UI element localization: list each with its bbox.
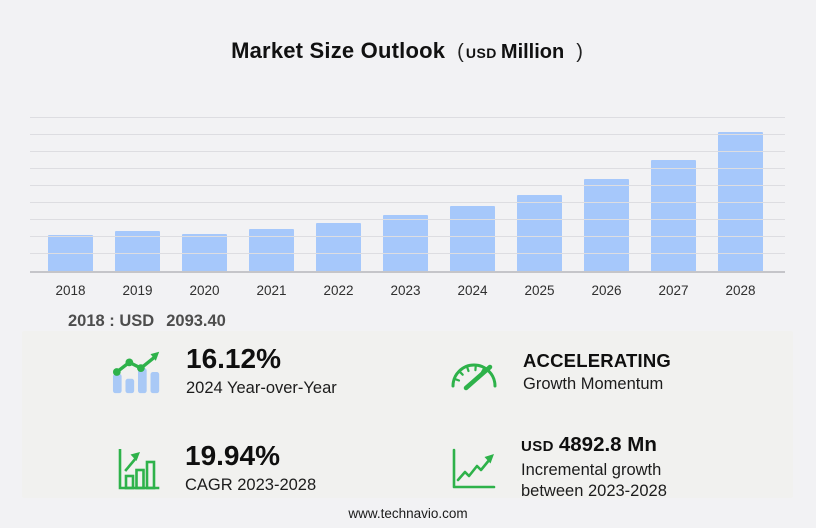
footer: www.technavio.com	[0, 506, 816, 521]
gridline	[30, 117, 785, 118]
line-chart-arrow-icon	[451, 448, 497, 495]
incremental-value: USD 4892.8 Mn	[521, 433, 706, 457]
base-year-value: 2093.40	[166, 312, 226, 330]
incremental-label: Incremental growth between 2023-2028	[521, 460, 667, 500]
website-url: www.technavio.com	[348, 506, 468, 521]
cagr-label: CAGR 2023-2028	[185, 475, 317, 494]
unit-label: Million	[500, 41, 565, 63]
gridline	[30, 236, 785, 237]
gridline	[30, 185, 785, 186]
bar-series	[30, 103, 785, 271]
x-tick-2025: 2025	[524, 283, 555, 298]
gridline	[30, 151, 785, 152]
close-paren: )	[576, 41, 583, 63]
open-paren: (	[457, 41, 464, 63]
gridline	[30, 219, 785, 220]
stat-momentum: ACCELERATING Growth Momentum	[449, 350, 671, 401]
incremental-amount: 4892.8 Mn	[558, 433, 657, 456]
bar-2023	[383, 215, 428, 271]
x-tick-2023: 2023	[390, 283, 421, 298]
bar-2025	[517, 194, 562, 271]
gridline	[30, 253, 785, 254]
momentum-label: Growth Momentum	[523, 375, 664, 394]
bar-2024	[450, 206, 495, 271]
x-tick-2021: 2021	[256, 283, 287, 298]
x-tick-2020: 2020	[189, 283, 220, 298]
bar-2027	[651, 159, 696, 271]
bar-chart-growth-icon	[117, 448, 161, 496]
bar-2020	[182, 233, 227, 271]
x-tick-2027: 2027	[658, 283, 689, 298]
incremental-currency: USD	[521, 438, 554, 455]
base-year-value-label: 2018 : USD 2093.40	[68, 312, 226, 331]
stat-incremental-growth: USD 4892.8 Mn Incremental growth between …	[451, 433, 706, 502]
momentum-value: ACCELERATING	[523, 350, 671, 371]
x-axis-labels: 2018 2019 2020 2021 2022 2023 2024 2025 2026 2027…	[30, 283, 785, 298]
bar-2028	[718, 131, 763, 271]
speedometer-icon	[449, 354, 499, 401]
chart-title-text: Market Size Outlook	[231, 38, 446, 63]
x-tick-2022: 2022	[323, 283, 354, 298]
bar-2026	[584, 179, 629, 271]
yoy-value: 16.12%	[186, 343, 281, 374]
stat-yoy: 16.12% 2024 Year-over-Year	[112, 343, 337, 400]
bar-2019	[115, 231, 160, 271]
x-tick-2026: 2026	[591, 283, 622, 298]
gridline	[30, 168, 785, 169]
x-tick-2028: 2028	[725, 283, 756, 298]
cagr-value: 19.94%	[185, 440, 280, 471]
x-tick-2019: 2019	[122, 283, 153, 298]
growth-trend-icon	[112, 349, 164, 400]
yoy-label: 2024 Year-over-Year	[186, 378, 337, 397]
x-tick-2024: 2024	[457, 283, 488, 298]
gridline	[30, 202, 785, 203]
chart-title: Market Size Outlook (USD Million)	[0, 38, 816, 64]
bar-2021	[249, 228, 294, 271]
x-tick-2018: 2018	[55, 283, 86, 298]
bar-2022	[316, 222, 361, 271]
base-year-label: 2018 : USD	[68, 312, 155, 330]
bar-chart-plot-area	[30, 103, 785, 273]
gridline	[30, 134, 785, 135]
unit-currency: USD	[465, 45, 497, 61]
stat-cagr: 19.94% CAGR 2023-2028	[117, 440, 317, 496]
